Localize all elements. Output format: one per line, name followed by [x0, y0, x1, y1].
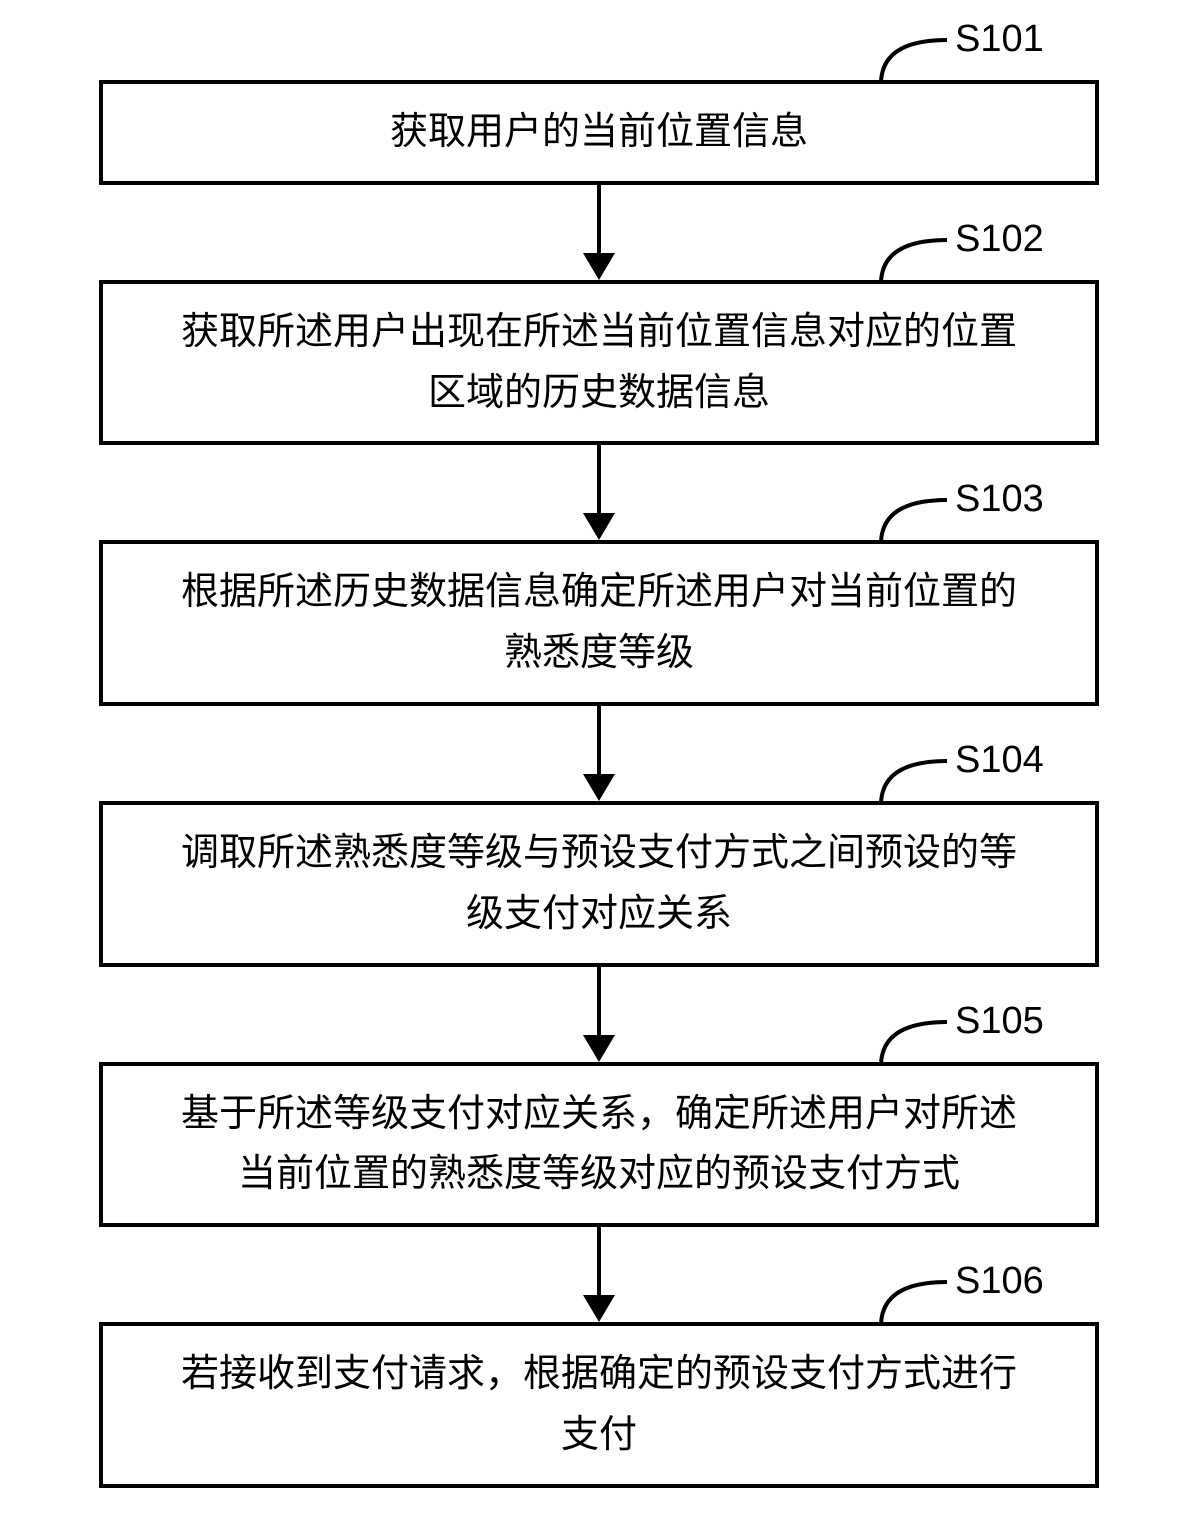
step-box-s104: 调取所述熟悉度等级与预设支付方式之间预设的等 级支付对应关系: [99, 801, 1099, 967]
step-label-s102: S102: [879, 220, 1044, 284]
arrow-down-icon: [569, 185, 629, 280]
step-wrap-s102: S102 获取所述用户出现在所述当前位置信息对应的位置 区域的历史数据信息: [0, 280, 1198, 446]
arrow-down-icon: [569, 1227, 629, 1322]
label-curve-icon: [879, 1270, 949, 1326]
arrow-down-icon: [569, 967, 629, 1062]
step-wrap-s106: S106 若接收到支付请求，根据确定的预设支付方式进行 支付: [0, 1322, 1198, 1488]
step-label-s103: S103: [879, 480, 1044, 544]
arrow-down-icon: [569, 706, 629, 801]
step-label-text: S106: [955, 1262, 1044, 1326]
arrow-down-icon: [569, 445, 629, 540]
step-box-s105: 基于所述等级支付对应关系，确定所述用户对所述 当前位置的熟悉度等级对应的预设支付…: [99, 1062, 1099, 1228]
label-curve-icon: [879, 749, 949, 805]
flowchart-container: S101 获取用户的当前位置信息 S102 获取所述用户出现在所述当前位置信息对…: [0, 20, 1198, 1488]
step-box-s103: 根据所述历史数据信息确定所述用户对当前位置的 熟悉度等级: [99, 540, 1099, 706]
step-text: 基于所述等级支付对应关系，确定所述用户对所述 当前位置的熟悉度等级对应的预设支付…: [133, 1084, 1065, 1206]
step-wrap-s101: S101 获取用户的当前位置信息: [0, 80, 1198, 185]
label-curve-icon: [879, 228, 949, 284]
step-box-s106: 若接收到支付请求，根据确定的预设支付方式进行 支付: [99, 1322, 1099, 1488]
step-label-s105: S105: [879, 1002, 1044, 1066]
step-text: 根据所述历史数据信息确定所述用户对当前位置的 熟悉度等级: [133, 562, 1065, 684]
step-text: 若接收到支付请求，根据确定的预设支付方式进行 支付: [133, 1344, 1065, 1466]
step-text: 获取所述用户出现在所述当前位置信息对应的位置 区域的历史数据信息: [133, 302, 1065, 424]
step-label-text: S102: [955, 220, 1044, 284]
label-curve-icon: [879, 28, 949, 84]
step-wrap-s103: S103 根据所述历史数据信息确定所述用户对当前位置的 熟悉度等级: [0, 540, 1198, 706]
step-label-text: S103: [955, 480, 1044, 544]
label-curve-icon: [879, 1010, 949, 1066]
step-text: 获取用户的当前位置信息: [133, 102, 1065, 163]
step-label-s101: S101: [879, 20, 1044, 84]
step-box-s101: 获取用户的当前位置信息: [99, 80, 1099, 185]
step-wrap-s105: S105 基于所述等级支付对应关系，确定所述用户对所述 当前位置的熟悉度等级对应…: [0, 1062, 1198, 1228]
step-label-text: S105: [955, 1002, 1044, 1066]
step-label-s104: S104: [879, 741, 1044, 805]
step-wrap-s104: S104 调取所述熟悉度等级与预设支付方式之间预设的等 级支付对应关系: [0, 801, 1198, 967]
step-text: 调取所述熟悉度等级与预设支付方式之间预设的等 级支付对应关系: [133, 823, 1065, 945]
step-label-text: S101: [955, 20, 1044, 84]
step-box-s102: 获取所述用户出现在所述当前位置信息对应的位置 区域的历史数据信息: [99, 280, 1099, 446]
step-label-text: S104: [955, 741, 1044, 805]
label-curve-icon: [879, 488, 949, 544]
step-label-s106: S106: [879, 1262, 1044, 1326]
